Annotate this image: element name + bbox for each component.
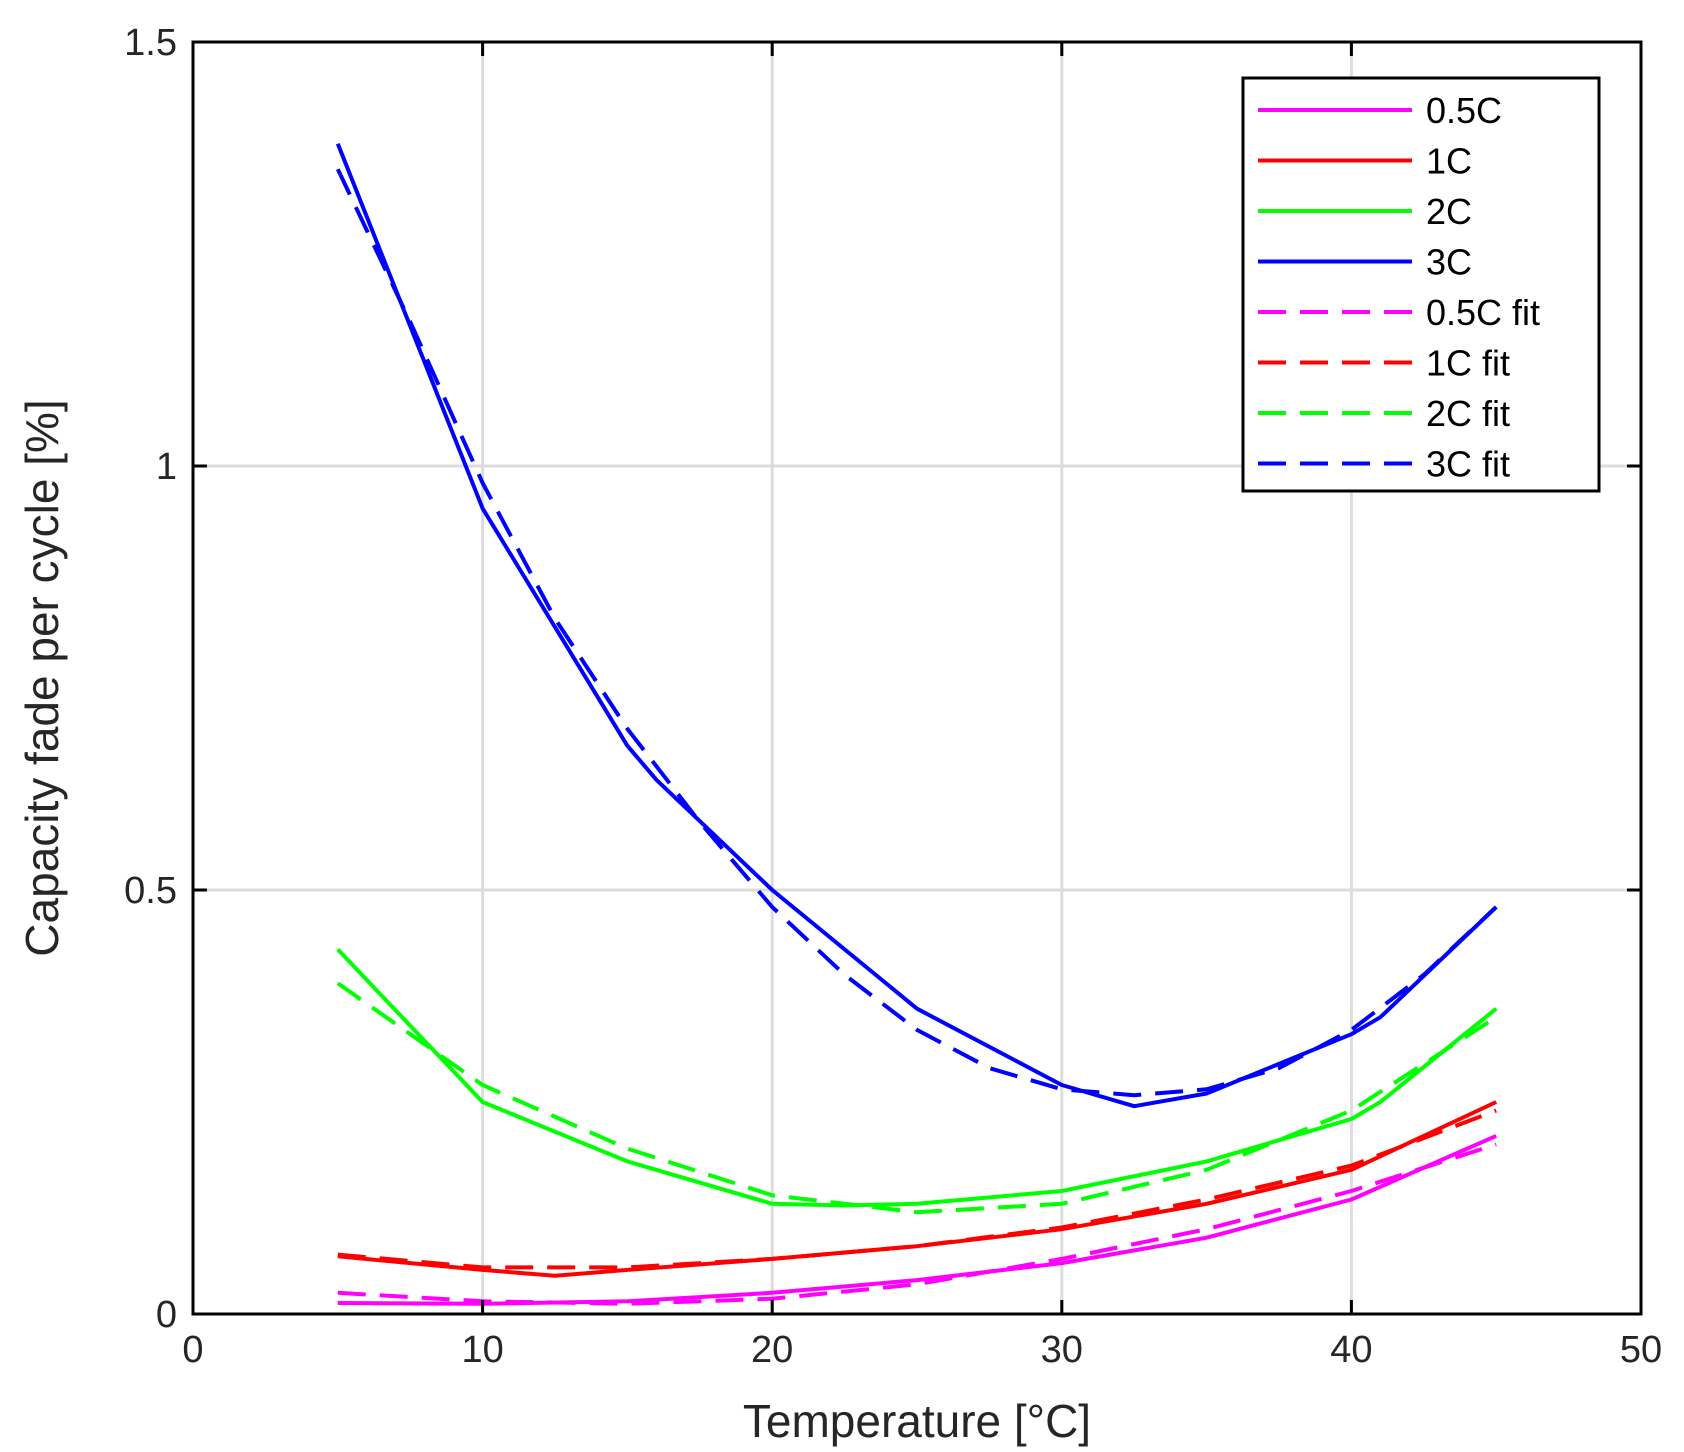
- legend-box: [1241, 76, 1601, 493]
- x-tick-label: 50: [1620, 1329, 1662, 1371]
- x-tick-label: 0: [182, 1329, 203, 1371]
- legend-label: 1C: [1426, 141, 1472, 182]
- y-tick-label: 1.5: [124, 22, 177, 64]
- y-tick-label: 0: [156, 1294, 177, 1336]
- x-tick-label: 30: [1041, 1329, 1083, 1371]
- ticks: [191, 40, 1643, 1316]
- y-tick-label: 1: [156, 446, 177, 488]
- legend-label: 2C fit: [1426, 393, 1510, 434]
- series-line-1c-fit: [337, 1108, 1497, 1270]
- legend: 0.5C 1C 2C 3C 0.5C fit 1C fit 2C fit 3C fit: [1241, 76, 1601, 493]
- y-tick-label: 0.5: [124, 870, 177, 912]
- x-tick-label: 10: [461, 1329, 503, 1371]
- x-tick-labels: 0 10 20 30 40 50: [182, 1329, 1662, 1371]
- plot-frame: [191, 40, 1643, 1316]
- legend-label: 0.5C fit: [1426, 292, 1540, 333]
- y-axis-label: Capacity fade per cycle [%]: [16, 399, 68, 956]
- legend-label: 3C: [1426, 242, 1472, 283]
- legend-label: 0.5C: [1426, 90, 1502, 131]
- legend-label: 1C fit: [1426, 343, 1510, 384]
- legend-label: 3C fit: [1426, 444, 1510, 485]
- series-line-0_5c-fit: [337, 1142, 1497, 1306]
- series-line-3c-fit: [335, 168, 1498, 1098]
- series-line-2c-fit: [336, 981, 1498, 1215]
- series-line-2c: [336, 948, 1498, 1208]
- series-group: [335, 143, 1498, 1306]
- series-line-3c: [335, 143, 1498, 1109]
- x-axis-label: Temperature [°C]: [743, 1395, 1091, 1447]
- x-tick-label: 20: [751, 1329, 793, 1371]
- legend-label: 2C: [1426, 191, 1472, 232]
- x-tick-label: 40: [1330, 1329, 1372, 1371]
- y-tick-labels: 0 0.5 1 1.5: [124, 22, 177, 1336]
